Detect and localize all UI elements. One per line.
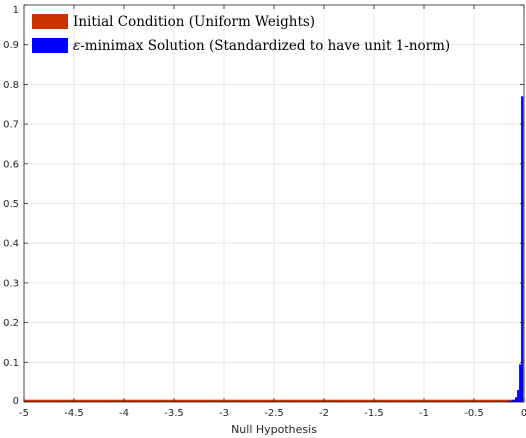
legend-label-minimax-rest: -minimax Solution (Standardized to have … [80, 38, 450, 54]
bar-minimax-solution [513, 399, 516, 402]
bar-minimax-solution [519, 364, 522, 402]
x-tick-label: -3.5 [164, 408, 184, 419]
series-initial-condition [24, 399, 522, 402]
bar-minimax-solution [517, 390, 520, 402]
x-tick-label: -3 [219, 408, 229, 419]
y-tick-label: 0.7 [3, 120, 19, 131]
x-axis-label: Null Hypothesis [231, 423, 317, 436]
legend-label-minimax-solution: ε-minimax Solution (Standardized to have… [73, 38, 450, 54]
legend-swatch-minimax-solution [32, 38, 68, 53]
x-tick-label: -2.5 [264, 408, 284, 419]
y-tick-label: 0.6 [3, 159, 19, 170]
x-tick-label: -1 [419, 408, 429, 419]
y-tick-label: 0.3 [3, 278, 19, 289]
x-tick-label: -2 [319, 408, 329, 419]
legend: Initial Condition (Uniform Weights) ε-mi… [32, 14, 450, 54]
x-tick-label: 0 [521, 408, 526, 419]
bar-initial-condition [24, 399, 522, 402]
bar-minimax-solution [511, 400, 514, 402]
x-axis: -5 -4.5 -4 -3.5 -3 -2.5 -2 -1.5 -1 -0.5 0 [19, 5, 526, 419]
bar-minimax-solution [521, 96, 524, 402]
legend-swatch-initial-condition [32, 14, 68, 29]
y-tick-label: 0.8 [3, 80, 19, 91]
x-tick-label: -4.5 [64, 408, 84, 419]
bar-minimax-solution [509, 400, 512, 402]
epsilon-symbol: ε [73, 38, 80, 54]
x-tick-label: -5 [19, 408, 29, 419]
y-tick-label: 1 [13, 5, 19, 16]
legend-label-initial-condition: Initial Condition (Uniform Weights) [73, 14, 315, 30]
y-tick-label: 0.9 [3, 40, 19, 51]
y-tick-label: 0.4 [3, 239, 19, 250]
x-tick-label: -0.5 [464, 408, 484, 419]
bar-minimax-solution [515, 397, 518, 402]
y-tick-label: 0.1 [3, 358, 19, 369]
x-tick-label: -1.5 [364, 408, 384, 419]
y-tick-label: 0.2 [3, 318, 19, 329]
y-axis: 0 0.1 0.2 0.3 0.4 0.5 0.6 0.7 0.8 0.9 1 [3, 4, 524, 407]
y-tick-label: 0 [13, 396, 19, 407]
x-tick-label: -4 [119, 408, 129, 419]
y-tick-label: 0.5 [3, 199, 19, 210]
